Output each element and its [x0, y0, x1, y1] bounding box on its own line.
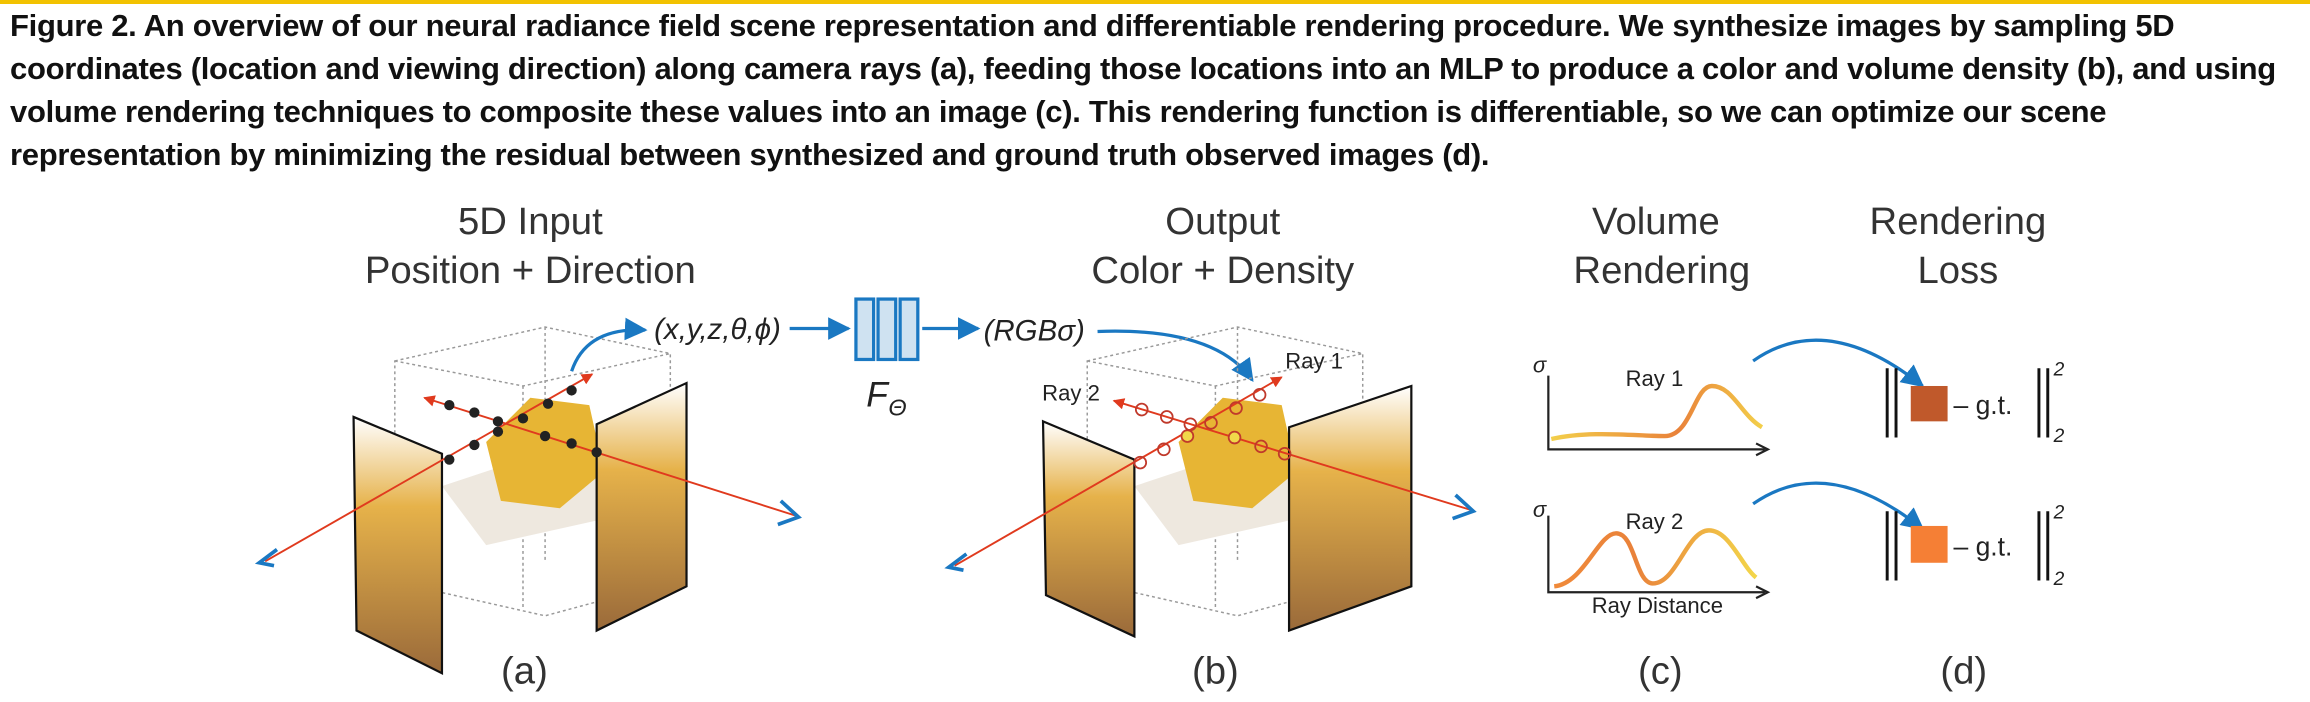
mlp-layer — [854, 297, 876, 362]
flow-arrow — [1752, 481, 1925, 531]
flow-arrow — [570, 317, 648, 372]
panel-a: 5D Input Position + Direction (x,y,z,θ,ϕ… — [254, 200, 802, 693]
norm-subscript: 2 — [2053, 569, 2065, 590]
plot-title: Ray 2 — [1626, 509, 1684, 534]
loss-term: – g.t. 2 2 — [1885, 503, 2065, 590]
top-bar — [0, 0, 2310, 4]
ground-truth: – g.t. — [1953, 531, 2012, 561]
panel-title: Rendering — [1573, 249, 1750, 292]
panel-title: Output — [1165, 200, 1280, 243]
y-axis-label: σ — [1533, 353, 1547, 378]
flow-arrow — [1752, 338, 1925, 388]
norm-exponent: 2 — [2053, 360, 2065, 381]
scene-object — [486, 397, 605, 509]
panel-title: Position + Direction — [365, 249, 696, 292]
plot-axes — [1547, 375, 1765, 451]
panel-label: (d) — [1940, 650, 1987, 693]
axis-arrow — [1755, 442, 1771, 457]
density-curve — [1553, 528, 1758, 589]
image-plane — [352, 415, 444, 676]
network-symbol: F — [866, 376, 890, 415]
dotted-box — [1086, 326, 1364, 617]
output-values: (RGBσ) — [984, 314, 1085, 347]
ray — [264, 373, 594, 563]
camera-arrow — [1451, 493, 1477, 521]
norm-bars — [1885, 511, 2050, 581]
image-plane — [595, 381, 688, 633]
panel-b: Output Color + Density (RGBσ) Ray 1 Ray … — [944, 200, 1477, 693]
panel-label: (b) — [1192, 650, 1239, 693]
ray — [954, 376, 1283, 567]
camera-arrow — [777, 499, 802, 527]
mlp-layer — [898, 297, 920, 362]
panel-title: Color + Density — [1091, 249, 1355, 292]
ray-label: Ray 1 — [1285, 348, 1343, 373]
ray-label: Ray 2 — [1042, 381, 1100, 406]
ground-truth: – g.t. — [1953, 390, 2012, 420]
panel-title: Rendering — [1870, 200, 2047, 243]
x-axis-label: Ray Distance — [1592, 593, 1723, 618]
panel-c: Volume Rendering σ Ray 1 σ Ray 2 Ray Dis… — [1533, 200, 1771, 693]
panel-label: (c) — [1638, 650, 1683, 693]
rendered-color — [1910, 385, 1948, 422]
panel-title: Volume — [1592, 200, 1720, 243]
sample-points — [1133, 388, 1292, 470]
panel-title: 5D Input — [458, 200, 603, 243]
plot-title: Ray 1 — [1626, 366, 1684, 391]
panel-d: Rendering Loss – g.t. 2 2 – g.t. 2 2 (d) — [1752, 200, 2065, 693]
norm-bars — [1885, 368, 2050, 438]
axis-arrow — [1755, 585, 1771, 600]
image-plane — [1041, 419, 1136, 639]
flow-arrow — [1097, 329, 1254, 382]
network-subscript: Θ — [888, 394, 906, 420]
ray — [423, 395, 796, 517]
mlp-layer — [876, 297, 898, 362]
density-curve — [1550, 383, 1764, 442]
rendered-color — [1910, 525, 1948, 563]
panel-title: Loss — [1917, 249, 1998, 292]
caption: Figure 2. An overview of our neural radi… — [10, 8, 2276, 172]
y-axis-label: σ — [1533, 497, 1547, 522]
sample-points — [444, 385, 602, 465]
camera-arrow — [944, 552, 968, 572]
norm-exponent: 2 — [2053, 503, 2065, 524]
camera-arrow — [254, 548, 279, 568]
input-coordinates: (x,y,z,θ,ϕ) — [654, 313, 781, 346]
mlp: F Θ — [789, 297, 981, 420]
norm-subscript: 2 — [2053, 426, 2065, 447]
scene-object — [1178, 397, 1297, 509]
plot-axes — [1547, 515, 1765, 594]
panel-label: (a) — [501, 650, 548, 693]
loss-term: – g.t. 2 2 — [1885, 360, 2065, 447]
dotted-box — [394, 326, 672, 617]
image-plane — [1287, 384, 1413, 633]
